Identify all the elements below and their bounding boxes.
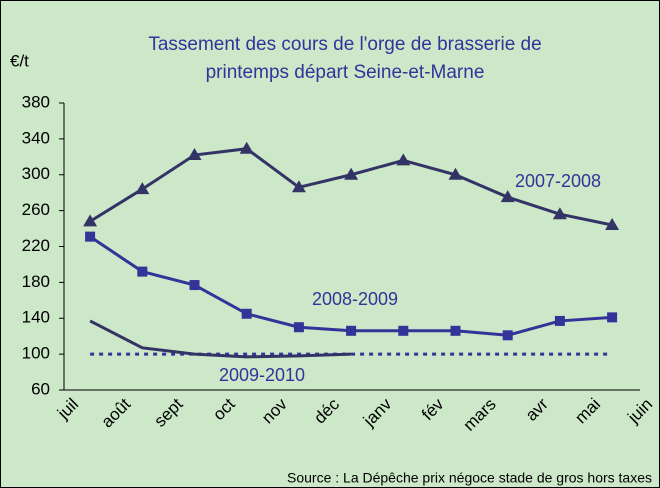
marker-square: [189, 280, 200, 291]
marker-triangle: [448, 167, 463, 180]
y-tick-label: 180: [22, 272, 50, 291]
y-tick-label: 100: [22, 344, 50, 363]
marker-square: [398, 325, 409, 336]
marker-square: [502, 330, 513, 341]
y-tick-label: 260: [22, 200, 50, 219]
y-tick-label: 60: [31, 379, 50, 398]
marker-triangle: [396, 153, 411, 166]
source-note: Source : La Dépêche prix négoce stade de…: [287, 470, 652, 486]
series-label: 2008-2009: [312, 289, 398, 309]
marker-square: [346, 325, 357, 336]
y-axis-label: €/t: [10, 51, 29, 70]
marker-triangle: [83, 214, 98, 227]
y-tick-label: 220: [22, 236, 50, 255]
marker-square: [85, 231, 96, 242]
marker-triangle: [239, 141, 254, 154]
marker-triangle: [552, 207, 567, 220]
marker-square: [554, 315, 565, 326]
series-label: 2007-2008: [515, 171, 601, 191]
series-label: 2009-2010: [219, 365, 305, 385]
marker-triangle: [187, 148, 202, 161]
marker-square: [450, 325, 461, 336]
chart-title: Tassement des cours de l'orge de brasser…: [148, 34, 541, 55]
marker-triangle: [605, 217, 620, 230]
y-tick-label: 380: [22, 92, 50, 111]
series-line: [89, 319, 352, 359]
y-tick-label: 340: [22, 128, 50, 147]
marker-triangle: [291, 180, 306, 193]
y-tick-label: 140: [22, 308, 50, 327]
y-tick-label: 300: [22, 164, 50, 183]
marker-square: [241, 308, 252, 319]
marker-triangle: [500, 190, 515, 203]
marker-triangle: [344, 167, 359, 180]
chart-title: printemps départ Seine-et-Marne: [206, 62, 485, 83]
marker-triangle: [135, 182, 150, 195]
marker-square: [137, 266, 148, 277]
marker-square: [293, 322, 304, 333]
marker-square: [607, 312, 618, 323]
